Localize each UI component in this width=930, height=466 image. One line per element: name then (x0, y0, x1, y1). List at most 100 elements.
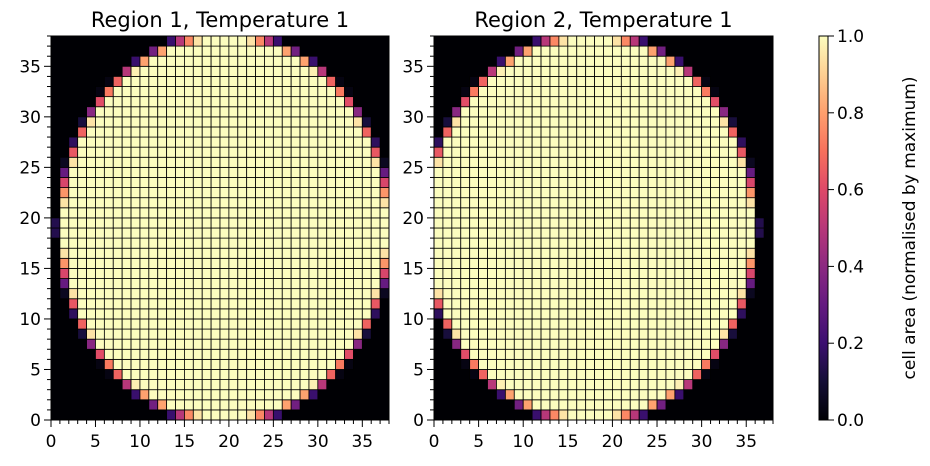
heatmap-cell (308, 247, 319, 259)
heatmap-cell (370, 247, 381, 259)
heatmap-cell (576, 247, 587, 259)
heatmap-cell (255, 298, 265, 310)
heatmap-cell (237, 177, 248, 188)
heatmap-cell (139, 268, 150, 279)
heatmap-cell (130, 298, 141, 310)
heatmap-cell (603, 136, 613, 148)
heatmap-cell (522, 338, 533, 350)
heatmap-cell (121, 288, 132, 300)
heatmap-cell (736, 177, 747, 188)
heatmap-cell (612, 389, 622, 401)
heatmap-cell (674, 156, 685, 168)
heatmap-cell (201, 86, 212, 98)
heatmap-cell (629, 328, 640, 340)
heatmap-cell (638, 409, 649, 421)
heatmap-cell (281, 136, 292, 148)
heatmap-cell (157, 76, 168, 87)
heatmap-cell (620, 358, 631, 370)
heatmap-cell (647, 358, 658, 370)
heatmap-cell (361, 268, 372, 279)
heatmap-cell (228, 96, 239, 108)
heatmap-cell (139, 76, 150, 87)
heatmap-cell (710, 278, 720, 290)
heatmap-cell (576, 409, 587, 421)
heatmap-cell (228, 116, 239, 128)
y-tick-label: 5 (413, 360, 424, 380)
heatmap-cell (299, 318, 310, 330)
heatmap-cell (629, 318, 640, 330)
heatmap-cell (219, 288, 230, 300)
heatmap-cell (442, 197, 453, 209)
heatmap-cell (103, 369, 114, 380)
heatmap-cell (361, 126, 372, 138)
heatmap-cell (130, 166, 141, 178)
heatmap-cell (290, 369, 301, 380)
heatmap-cell (166, 55, 176, 67)
heatmap-cell (603, 45, 613, 57)
heatmap-cell (576, 328, 587, 340)
heatmap-cell (201, 197, 212, 209)
heatmap-cell (549, 136, 560, 148)
heatmap-cell (272, 288, 283, 300)
heatmap-cell (68, 156, 79, 168)
heatmap-cell (558, 106, 569, 118)
region-1-cells (50, 35, 390, 421)
heatmap-cell (620, 308, 631, 320)
heatmap-cell (139, 348, 150, 360)
heatmap-cell (576, 166, 587, 178)
heatmap-cell (228, 136, 239, 148)
heatmap-cell (246, 358, 256, 370)
heatmap-cell (603, 166, 613, 178)
heatmap-cell (710, 358, 720, 370)
heatmap-cell (335, 338, 345, 350)
heatmap-cell (567, 288, 578, 300)
heatmap-cell (228, 187, 239, 199)
heatmap-cell (674, 369, 685, 380)
heatmap-cell (175, 217, 185, 229)
heatmap-cell (442, 156, 453, 168)
heatmap-cell (112, 106, 123, 118)
heatmap-cell (496, 207, 506, 219)
heatmap-cell (487, 338, 497, 350)
heatmap-cell (496, 65, 506, 77)
heatmap-cell (264, 65, 274, 77)
heatmap-cell (184, 278, 194, 290)
heatmap-cell (620, 116, 631, 128)
heatmap-cell (540, 86, 551, 98)
heatmap-cell (210, 116, 221, 128)
heatmap-cell (522, 126, 533, 138)
heatmap-cell (594, 247, 604, 259)
heatmap-cell (201, 156, 212, 168)
heatmap-cell (317, 369, 328, 380)
heatmap-cell (68, 187, 79, 199)
heatmap-cell (192, 227, 203, 239)
heatmap-cell (237, 369, 248, 380)
heatmap-cell (701, 268, 711, 279)
heatmap-cell (576, 257, 587, 269)
heatmap-cell (710, 146, 720, 158)
heatmap-cell (549, 308, 560, 320)
heatmap-cell (531, 55, 542, 67)
heatmap-cell (531, 257, 542, 269)
heatmap-cell (139, 328, 150, 340)
heatmap-cell (379, 288, 390, 300)
heatmap-cell (531, 298, 542, 310)
heatmap-cell (549, 126, 560, 138)
heatmap-cell (201, 136, 212, 148)
heatmap-cell (370, 257, 381, 269)
heatmap-cell (370, 298, 381, 310)
heatmap-cell (95, 106, 105, 118)
heatmap-cell (594, 35, 604, 47)
heatmap-cell (166, 369, 176, 380)
heatmap-cell (192, 389, 203, 401)
heatmap-cell (379, 227, 390, 239)
heatmap-cell (184, 116, 194, 128)
heatmap-cell (192, 318, 203, 330)
heatmap-cell (361, 156, 372, 168)
heatmap-cell (308, 166, 319, 178)
heatmap-cell (692, 318, 703, 330)
heatmap-cell (736, 156, 747, 168)
heatmap-cell (656, 308, 667, 320)
heatmap-cell (210, 156, 221, 168)
heatmap-cell (629, 65, 640, 77)
